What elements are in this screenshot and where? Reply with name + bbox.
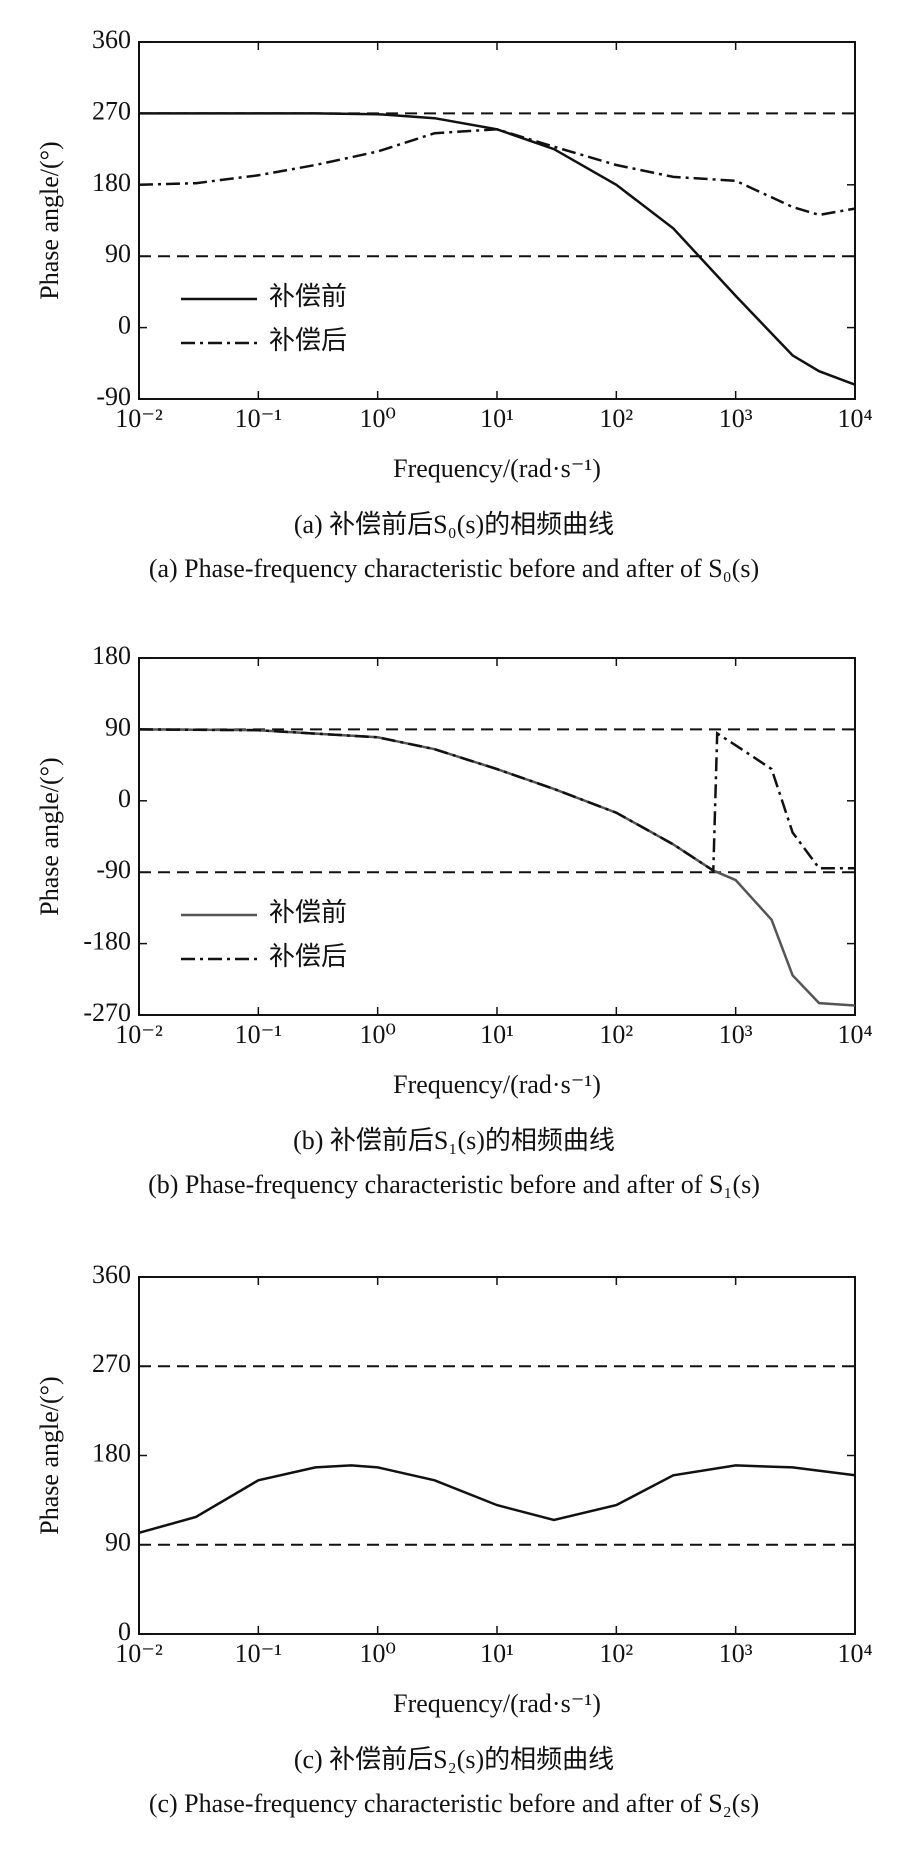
x-tick-label: 10² (599, 404, 633, 433)
y-tick-label: 180 (92, 1438, 131, 1467)
x-tick-label: 10¹ (480, 1639, 514, 1668)
y-tick-label: 90 (105, 712, 131, 741)
x-tick-label: 10⁰ (359, 1020, 395, 1049)
x-tick-label: 10⁻² (115, 1020, 163, 1049)
legend-label: 补偿后 (269, 326, 347, 355)
y-tick-label: 180 (92, 168, 131, 197)
y-tick-label: 90 (105, 239, 131, 268)
y-tick-label: -270 (83, 998, 131, 1027)
y-tick-label: 90 (105, 1528, 131, 1557)
y-tick-label: 0 (118, 311, 131, 340)
x-tick-label: 10² (599, 1020, 633, 1049)
series-line (138, 728, 855, 873)
y-axis-label: Phase angle/(°) (35, 141, 64, 299)
legend-label: 补偿前 (269, 282, 347, 311)
y-tick-label: -180 (83, 927, 131, 956)
y-tick-label: -90 (96, 855, 131, 884)
caption: (b) Phase-frequency characteristic befor… (148, 1170, 760, 1199)
caption: (c) 补偿前后S₂(s)的相频曲线 (294, 1745, 614, 1774)
x-tick-label: 10¹ (480, 404, 514, 433)
x-tick-label: 10⁴ (837, 404, 872, 433)
y-axis-label: Phase angle/(°) (35, 757, 64, 915)
y-tick-label: -90 (96, 382, 131, 411)
series-line (138, 128, 856, 217)
y-tick-label: 0 (118, 784, 131, 813)
x-tick-label: 10⁰ (359, 404, 395, 433)
x-axis-label: Frequency/(rad·s⁻¹) (393, 1689, 601, 1718)
caption: (a) 补偿前后S₀(s)的相频曲线 (294, 510, 614, 539)
legend-label: 补偿前 (269, 898, 347, 927)
x-tick-label: 10⁻¹ (235, 1020, 283, 1049)
x-tick-label: 10² (599, 1639, 633, 1668)
x-tick-label: 10¹ (480, 1020, 514, 1049)
x-tick-label: 10³ (719, 404, 753, 433)
series-line (138, 728, 856, 1007)
y-tick-label: 0 (118, 1617, 131, 1646)
x-tick-label: 10³ (719, 1639, 753, 1668)
plot-frame (138, 1276, 856, 1635)
y-tick-label: 180 (92, 641, 131, 670)
x-tick-label: 10⁻¹ (235, 1639, 283, 1668)
caption: (c) Phase-frequency characteristic befor… (149, 1789, 759, 1818)
y-axis-label: Phase angle/(°) (35, 1376, 64, 1534)
x-tick-label: 10³ (719, 1020, 753, 1049)
y-tick-label: 360 (92, 25, 131, 54)
series-line (139, 112, 856, 386)
plot-frame (138, 41, 856, 400)
caption: (b) 补偿前后S₁(s)的相频曲线 (293, 1126, 615, 1155)
y-tick-label: 360 (92, 1260, 131, 1289)
x-axis-label: Frequency/(rad·s⁻¹) (393, 454, 601, 483)
legend-label: 补偿后 (269, 942, 347, 971)
series-line (138, 1464, 856, 1535)
plot-frame (138, 657, 856, 1016)
x-tick-label: 10⁴ (837, 1020, 872, 1049)
x-tick-label: 10⁰ (359, 1639, 395, 1668)
x-axis-label: Frequency/(rad·s⁻¹) (393, 1070, 601, 1099)
y-tick-label: 270 (92, 96, 131, 125)
x-tick-label: 10⁻² (115, 1639, 163, 1668)
x-tick-label: 10⁻² (115, 404, 163, 433)
y-tick-label: 270 (92, 1349, 131, 1378)
x-tick-label: 10⁴ (837, 1639, 872, 1668)
caption: (a) Phase-frequency characteristic befor… (149, 554, 759, 583)
x-tick-label: 10⁻¹ (235, 404, 283, 433)
